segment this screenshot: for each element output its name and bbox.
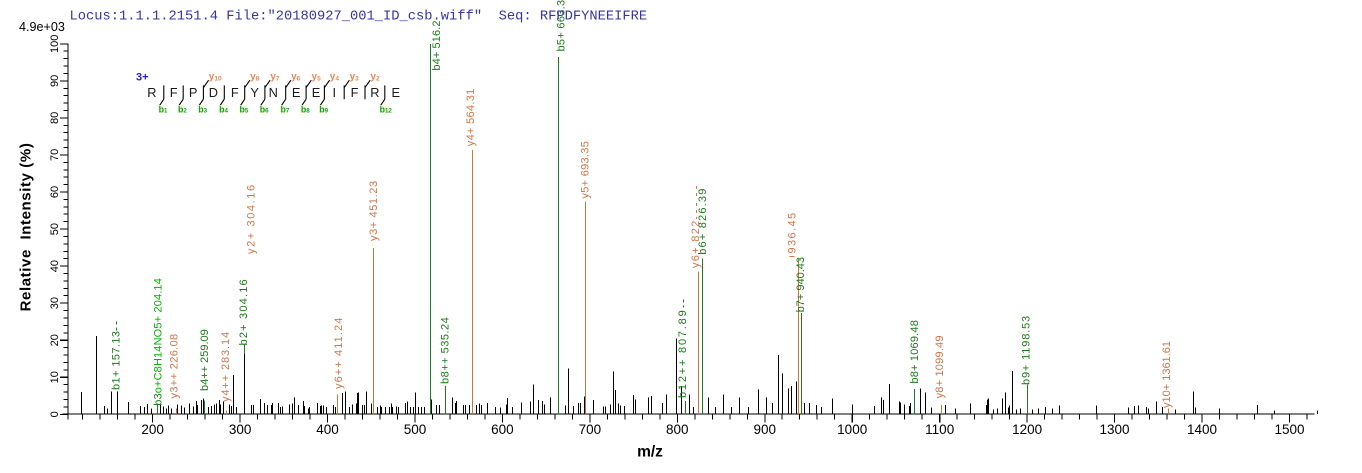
svg-text:y2+ 304.16: y2+ 304.16 [245,183,257,254]
svg-text:80: 80 [49,112,61,124]
svg-text:Relative Intensity (%): Relative Intensity (%) [18,143,35,312]
svg-text:y2: y2 [370,72,380,83]
svg-text:y3: y3 [350,72,360,83]
svg-text:700: 700 [579,422,602,437]
svg-text:y6++ 411.24: y6++ 411.24 [333,317,345,389]
svg-text:b8+ 1069.48: b8+ 1069.48 [909,320,921,384]
svg-text:b7+ 940.43: b7+ 940.43 [795,257,807,312]
svg-text:b9: b9 [319,104,328,114]
svg-text:y10: y10 [209,72,222,83]
svg-text:b12++ 807.89: b12++ 807.89 [677,308,689,398]
svg-text:b7: b7 [281,104,290,114]
svg-text:0: 0 [49,411,61,417]
svg-text:200: 200 [141,422,164,437]
svg-text:90: 90 [49,75,61,87]
svg-text:60: 60 [49,186,61,198]
svg-text:b8++ 535.24: b8++ 535.24 [440,317,452,384]
svg-text:b3: b3 [198,104,207,114]
svg-text:936.45: 936.45 [787,211,799,253]
svg-text:Locus:1.1.1.2151.4 File:"20180: Locus:1.1.1.2151.4 File:"20180927_001_ID… [70,8,648,24]
svg-text:600: 600 [491,422,514,437]
svg-text:F: F [231,85,239,100]
svg-text:b12: b12 [380,104,393,114]
svg-text:y5: y5 [312,72,322,83]
svg-text:y3++ 226.08: y3++ 226.08 [168,333,180,398]
svg-text:b4+ 516.2: b4+ 516.2 [431,20,443,70]
svg-text:400: 400 [316,422,339,437]
svg-text:y6+ 822: y6+ 822 [690,219,702,268]
svg-text:500: 500 [404,422,427,437]
svg-text:y7: y7 [270,72,280,83]
svg-text:1500: 1500 [1274,422,1304,437]
svg-text:3+: 3+ [136,72,149,84]
svg-text:b1: b1 [159,104,168,114]
svg-text:300: 300 [229,422,252,437]
svg-text:E: E [392,85,401,100]
svg-text:D: D [209,85,218,100]
svg-text:b9+ 1198.53: b9+ 1198.53 [1021,315,1033,385]
svg-text:40: 40 [49,260,61,272]
svg-text:b3o+C8H14NO5+ 204.14: b3o+C8H14NO5+ 204.14 [153,278,165,406]
svg-text:1000: 1000 [837,422,867,437]
svg-text:800: 800 [666,422,689,437]
svg-text:b2: b2 [178,104,187,114]
svg-text:b5+ 663.35: b5+ 663.35 [555,0,567,52]
svg-text:b4: b4 [219,104,228,114]
svg-text:70: 70 [49,149,61,161]
svg-text:10: 10 [49,371,61,383]
svg-text:b4++ 259.09: b4++ 259.09 [199,329,211,391]
svg-text:y4+ 564.31: y4+ 564.31 [465,88,477,146]
svg-text:F: F [351,85,359,100]
svg-text:y5+ 693.35: y5+ 693.35 [580,141,592,199]
svg-text:y6: y6 [291,72,301,83]
svg-text:b1+ 157.13: b1+ 157.13 [111,331,123,390]
svg-text:b6+ 826.39: b6+ 826.39 [697,187,709,254]
svg-text:50: 50 [49,223,61,235]
svg-text:b6: b6 [260,104,269,114]
svg-text:Y: Y [250,85,259,100]
svg-text:b2+ 304.16: b2+ 304.16 [238,278,250,345]
svg-text:P: P [189,85,198,100]
svg-text:m/z: m/z [637,444,663,461]
svg-text:1300: 1300 [1099,422,1129,437]
svg-text:20: 20 [49,334,61,346]
svg-text:R: R [370,85,379,100]
svg-text:b5: b5 [240,104,249,114]
svg-text:y10+ 1361.61: y10+ 1361.61 [1161,341,1173,408]
svg-text:F: F [170,85,178,100]
svg-text:y4: y4 [330,72,340,83]
svg-text:E: E [312,85,321,100]
svg-text:R: R [147,85,156,100]
svg-text:1200: 1200 [1012,422,1042,437]
svg-text:1400: 1400 [1187,422,1217,437]
svg-text:900: 900 [754,422,777,437]
svg-text:y4++ 283.14: y4++ 283.14 [220,331,232,402]
svg-text:y8: y8 [250,72,260,83]
svg-text:4.9e+03: 4.9e+03 [19,20,65,34]
svg-text:b8: b8 [301,104,310,114]
svg-text:30: 30 [49,297,61,309]
svg-text:y8+ 1099.49: y8+ 1099.49 [934,335,946,398]
svg-text:y3+ 451.23: y3+ 451.23 [368,180,380,241]
svg-text:E: E [292,85,301,100]
svg-text:100: 100 [49,35,61,53]
svg-text:1100: 1100 [925,422,954,437]
svg-text:I: I [333,85,337,100]
svg-text:N: N [269,85,278,100]
